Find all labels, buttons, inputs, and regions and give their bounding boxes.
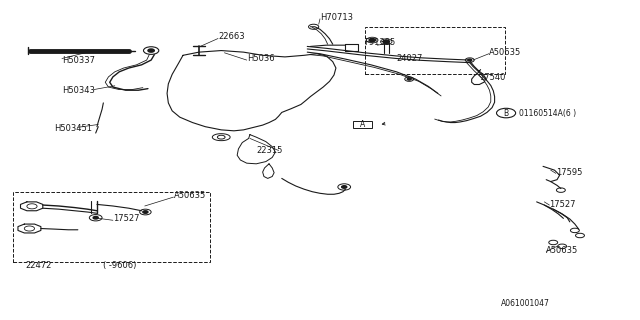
Text: B: B — [504, 108, 509, 117]
Circle shape — [342, 186, 347, 188]
Bar — [353, 121, 372, 128]
Text: ( -9606): ( -9606) — [103, 261, 137, 270]
Circle shape — [369, 38, 376, 42]
Text: 17527: 17527 — [549, 200, 576, 209]
Circle shape — [383, 40, 390, 43]
Text: A50635: A50635 — [173, 191, 205, 200]
Text: A50635: A50635 — [546, 246, 579, 255]
Text: H503451: H503451 — [54, 124, 92, 133]
Circle shape — [148, 49, 154, 52]
Text: 01160514A(6 ): 01160514A(6 ) — [519, 108, 576, 117]
Text: 22663: 22663 — [218, 32, 244, 41]
Text: H50343: H50343 — [62, 86, 95, 95]
Text: A50635: A50635 — [489, 48, 521, 57]
Text: H5036: H5036 — [246, 54, 275, 63]
Text: 22315: 22315 — [256, 146, 283, 155]
Circle shape — [93, 216, 99, 219]
Text: 17540: 17540 — [479, 73, 506, 82]
Circle shape — [468, 59, 472, 61]
Text: 17595: 17595 — [556, 168, 582, 177]
Text: F91305: F91305 — [365, 38, 396, 47]
Circle shape — [143, 211, 148, 213]
Text: 22472: 22472 — [26, 261, 52, 270]
Text: A061001047: A061001047 — [500, 299, 549, 308]
Bar — [13, 192, 211, 262]
Text: 24027: 24027 — [396, 54, 423, 63]
Text: H70713: H70713 — [320, 13, 353, 22]
Text: 17527: 17527 — [113, 214, 140, 223]
Circle shape — [407, 78, 411, 80]
Bar — [365, 27, 505, 74]
Text: H50337: H50337 — [62, 56, 95, 65]
Text: A: A — [360, 120, 365, 129]
